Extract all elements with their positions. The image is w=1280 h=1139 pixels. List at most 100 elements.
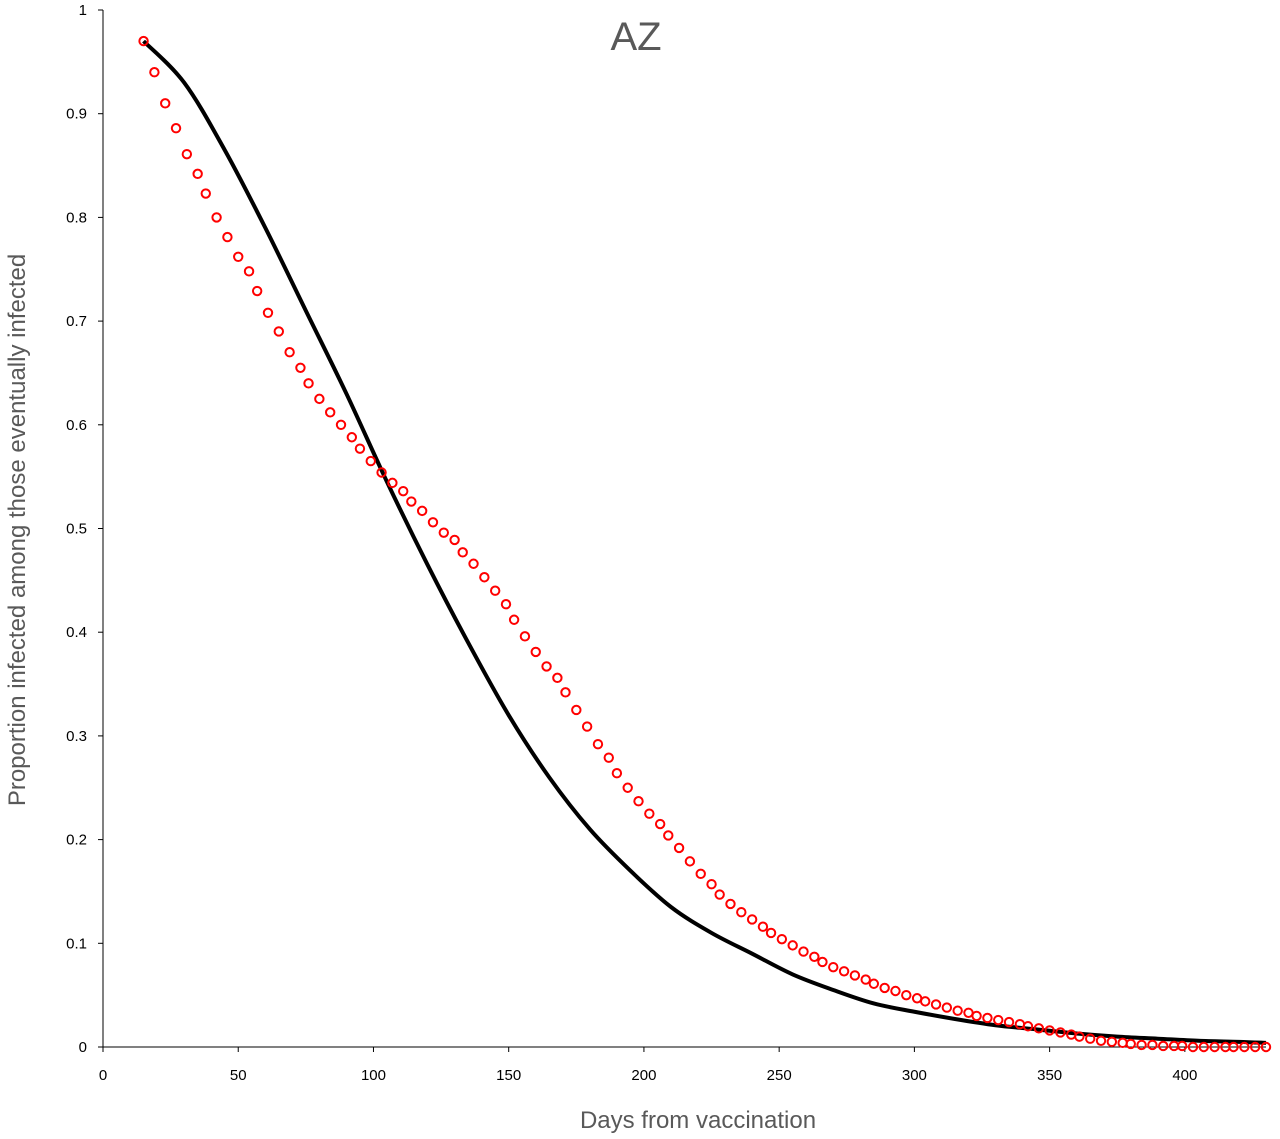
data-point [1106,1036,1118,1048]
fitted-curve [142,39,1267,1045]
data-point [519,631,531,642]
data-point [314,393,325,405]
data-point [398,485,409,497]
data-point [776,933,788,945]
data-point [1176,1040,1188,1052]
data-point [457,547,468,558]
x-tick-label: 300 [902,1067,927,1084]
x-tick-label: 250 [767,1067,792,1084]
x-axis-title: Days from vaccination [580,1107,816,1134]
data-point [416,505,428,517]
data-point [622,782,633,793]
data-point [354,443,366,454]
data-point [695,868,706,880]
y-tick-label: 1 [79,2,87,19]
y-tick-label: 0.9 [66,106,87,123]
data-point [1239,1041,1250,1053]
data-point [1055,1027,1066,1038]
data-point [181,148,193,160]
data-point [438,527,449,538]
data-point [160,98,171,109]
data-point [798,946,809,957]
data-point [479,572,490,583]
x-tick-label: 0 [99,1067,107,1084]
data-point [1260,1041,1272,1053]
data-point [1033,1023,1045,1034]
x-tick-label: 350 [1037,1067,1062,1084]
data-point [1147,1039,1158,1051]
data-point [346,432,358,443]
data-point [449,534,460,546]
y-tick-label: 0.7 [66,313,87,330]
data-point [170,123,182,134]
x-tick-label: 100 [361,1067,386,1084]
data-point [1022,1021,1034,1032]
data-point [817,956,828,968]
data-point [1249,1041,1261,1053]
data-point [295,362,306,373]
y-tick-label: 0.3 [66,728,87,745]
data-point [468,558,479,569]
data-point [192,168,203,180]
data-point [828,961,839,973]
data-point [673,842,685,854]
data-point [500,599,512,610]
chart-title: AZ [610,15,661,59]
data-point [1074,1031,1085,1042]
data-point [971,1010,982,1022]
data-point [530,646,541,658]
data-point [860,974,871,985]
data-point [765,927,777,939]
y-axis-title: Proportion infected among those eventual… [4,254,31,806]
data-point [684,856,696,867]
data-point [262,307,274,319]
data-point [901,989,912,1001]
data-point [541,661,552,672]
data-point [890,985,901,997]
data-point [714,889,725,900]
data-point [1044,1025,1055,1036]
data-point [644,808,655,819]
data-point [787,940,798,951]
x-tick-label: 150 [496,1067,521,1084]
y-tick-label: 0.8 [66,209,87,226]
data-point [303,378,314,389]
data-point [982,1012,993,1024]
data-point [1228,1041,1239,1053]
data-point [1198,1041,1209,1053]
data-point [560,687,571,698]
x-tick-label: 200 [631,1067,656,1084]
data-point [138,35,149,47]
data-point [1117,1037,1128,1049]
data-point [952,1005,963,1016]
data-point [1187,1041,1199,1053]
data-point [581,721,593,732]
data-point [879,982,890,994]
data-point [324,407,336,418]
data-point [1095,1035,1107,1046]
data-point [736,906,747,918]
data-point [200,188,211,199]
data-point [284,347,295,358]
data-point [603,752,614,763]
data-point [222,231,233,243]
data-point [251,285,263,297]
data-point [335,419,347,430]
y-tick-label: 0.5 [66,521,87,538]
data-point [1136,1039,1147,1051]
x-tick-label: 50 [230,1067,247,1084]
data-point [489,585,501,596]
data-point [633,796,644,807]
data-point [427,517,439,528]
data-point [920,996,931,1007]
plot-area [138,35,1272,1053]
data-point [757,921,769,932]
data-point [571,704,582,716]
data-point [849,970,861,981]
data-point [838,966,850,977]
data-point [406,496,417,507]
data-point [725,898,736,910]
data-point [611,768,623,779]
y-tick-label: 0.1 [66,935,87,952]
